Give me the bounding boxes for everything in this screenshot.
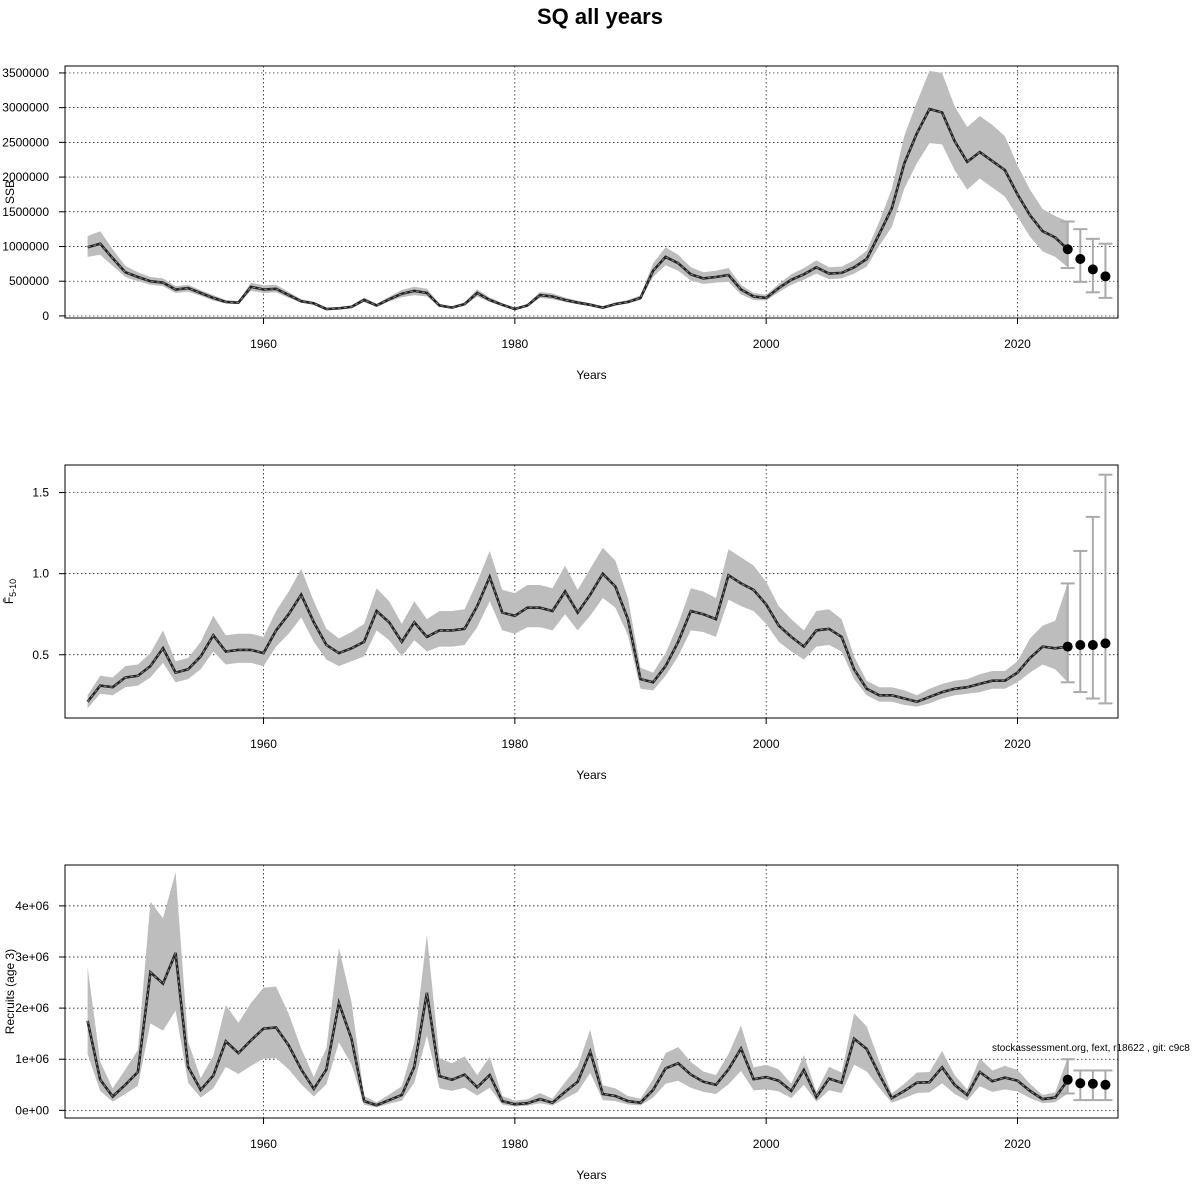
forecast-point [1062,1074,1073,1085]
forecast-point [1087,264,1098,275]
x-tick-label: 1980 [501,737,528,751]
forecast-point [1075,640,1086,651]
x-tick-label: 1960 [250,1137,277,1151]
forecast-point [1062,641,1073,652]
confidence-band [87,547,1068,709]
figure-title: SQ all years [537,4,663,29]
y-tick-label: 3500000 [2,66,49,80]
x-tick-label: 2000 [753,337,780,351]
x-tick-label: 2000 [753,737,780,751]
y-tick-label: 1e+06 [15,1052,49,1066]
y-axis-label: SSB [3,180,17,204]
y-tick-label: 1000000 [2,239,49,253]
footnote: stockassessment.org, fext, r18622 , git:… [992,1043,1190,1054]
forecast-point [1100,638,1111,649]
x-tick-label: 1960 [250,337,277,351]
x-tick-label: 1980 [501,1137,528,1151]
forecast-point [1075,253,1086,264]
y-tick-label: 2500000 [2,135,49,149]
x-axis-label: Years [576,1168,606,1182]
y-tick-label: 1.0 [32,567,49,581]
plot-frame [64,864,1119,1119]
y-tick-label: 0e+00 [15,1103,49,1117]
y-axis-label: Recruits (age 3) [3,949,17,1034]
x-tick-label: 1960 [250,737,277,751]
forecast-point [1100,271,1111,282]
y-tick-label: 4e+06 [15,899,49,913]
x-tick-label: 1980 [501,337,528,351]
y-tick-label: 500000 [9,274,49,288]
y-tick-label: 3e+06 [15,950,49,964]
confidence-band [87,872,1068,1108]
y-tick-label: 0.5 [32,648,49,662]
x-tick-label: 2020 [1004,337,1031,351]
forecast-point [1100,1079,1111,1090]
y-tick-label: 3000000 [2,101,49,115]
x-axis-label: Years [576,368,606,382]
recruits-panel: 1960 1980 2000 2020 Years 0e+00 1e+06 2e+06 3e+0… [3,864,1119,1182]
estimate-line-dash [87,952,1069,1106]
y-tick-label: 1.5 [32,486,49,500]
forecast-point [1062,244,1073,255]
fbar-panel: 1960 1980 2000 2020 Years 0.5 1.0 1.5 F̄5-10 [2,464,1119,782]
estimate-line-dash [87,108,1069,310]
x-tick-label: 2020 [1004,1137,1031,1151]
y-tick-label: 2000000 [2,170,49,184]
y-tick-label: 2e+06 [15,1001,49,1015]
y-tick-label: 0 [42,309,49,323]
x-tick-label: 2000 [753,1137,780,1151]
y-axis-label-main: F̄ [2,597,16,604]
ssb-panel: 1960 1980 2000 2020 Years 0 500000 1000000 15000… [2,65,1119,382]
x-tick-label: 2020 [1004,737,1031,751]
y-axis-label: F̄5-10 [2,579,18,604]
forecast-point [1087,640,1098,651]
estimate-line-dash [87,572,1068,703]
forecast-point [1087,1078,1098,1089]
confidence-band [87,70,1068,310]
plot-frame [64,65,1119,319]
y-axis-label-sub: 5-10 [8,579,18,597]
forecast-point [1075,1078,1086,1089]
y-tick-label: 1500000 [2,205,49,219]
x-axis-label: Years [576,768,606,782]
